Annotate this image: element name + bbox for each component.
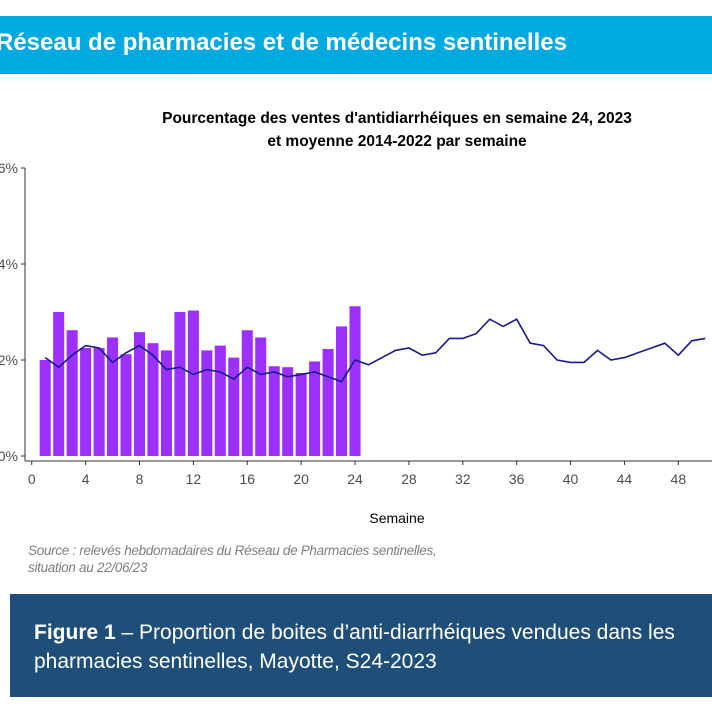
bar [268,366,280,456]
y-tick-label: 0% [0,448,18,464]
y-tick-label: 6% [0,160,18,176]
x-tick-label: 28 [401,471,417,487]
x-tick-label: 16 [239,471,255,487]
line-path [44,318,706,383]
x-tick-label: 8 [136,471,144,487]
x-tick-label: 44 [617,471,633,487]
x-tick-label: 20 [293,471,309,487]
bar [133,332,146,456]
bar [107,337,119,456]
bar [228,357,240,456]
banner-title: Réseau de pharmacies et de médecins sent… [0,29,567,56]
bar [322,348,334,456]
bar [214,345,226,456]
x-tick-label: 12 [186,471,202,487]
bar [160,350,172,456]
source-line-2: situation au 22/06/23 [28,560,148,575]
chart-axes: 0%2%4%6%0 4 8 12 16 20 24 28 32 36 40 44 48 [0,160,712,487]
bar [187,310,199,456]
header-banner: Réseau de pharmacies et de médecins sent… [0,16,712,74]
figure-caption-text: – Proportion de boites d’anti-diarrhéiqu… [34,621,675,673]
x-tick-label: 48 [671,471,687,487]
bar [66,330,78,456]
chart: Pourcentage des ventes d'antidiarrhéique… [0,110,712,526]
x-tick-label: 0 [28,471,36,487]
bar [39,360,51,456]
figure-caption-box: Figure 1 – Proportion de boites d’anti-d… [10,594,712,697]
bar [336,326,348,456]
figure-label: Figure 1 [34,621,116,644]
y-tick-label: 4% [0,256,18,272]
bar [309,361,321,456]
x-tick-label: 24 [347,471,363,487]
x-tick-label: 32 [455,471,471,487]
y-tick-label: 2% [0,352,18,368]
bar [282,367,294,456]
bar-series [39,306,361,456]
bar [93,348,105,456]
bar [53,312,65,456]
bar [147,343,159,456]
x-tick-label: 4 [82,471,90,487]
bar [295,372,307,456]
bar [255,337,267,456]
line-series [44,318,706,383]
bar [241,330,253,456]
x-tick-label: 40 [563,471,579,487]
chart-title-line1: Pourcentage des ventes d'antidiarrhéique… [162,110,632,127]
bar [349,306,361,456]
x-axis-title: Semaine [369,510,424,526]
source-note: Source : relevés hebdomadaires du Réseau… [28,542,498,576]
figure-caption: Figure 1 – Proportion de boites d’anti-d… [34,618,712,676]
source-line-1: Source : relevés hebdomadaires du Réseau… [28,543,437,558]
bar [120,354,132,456]
bar [201,350,213,456]
x-tick-label: 36 [509,471,525,487]
chart-title-line2: et moyenne 2014-2022 par semaine [267,133,527,150]
bar [174,312,186,456]
bar [80,348,92,456]
